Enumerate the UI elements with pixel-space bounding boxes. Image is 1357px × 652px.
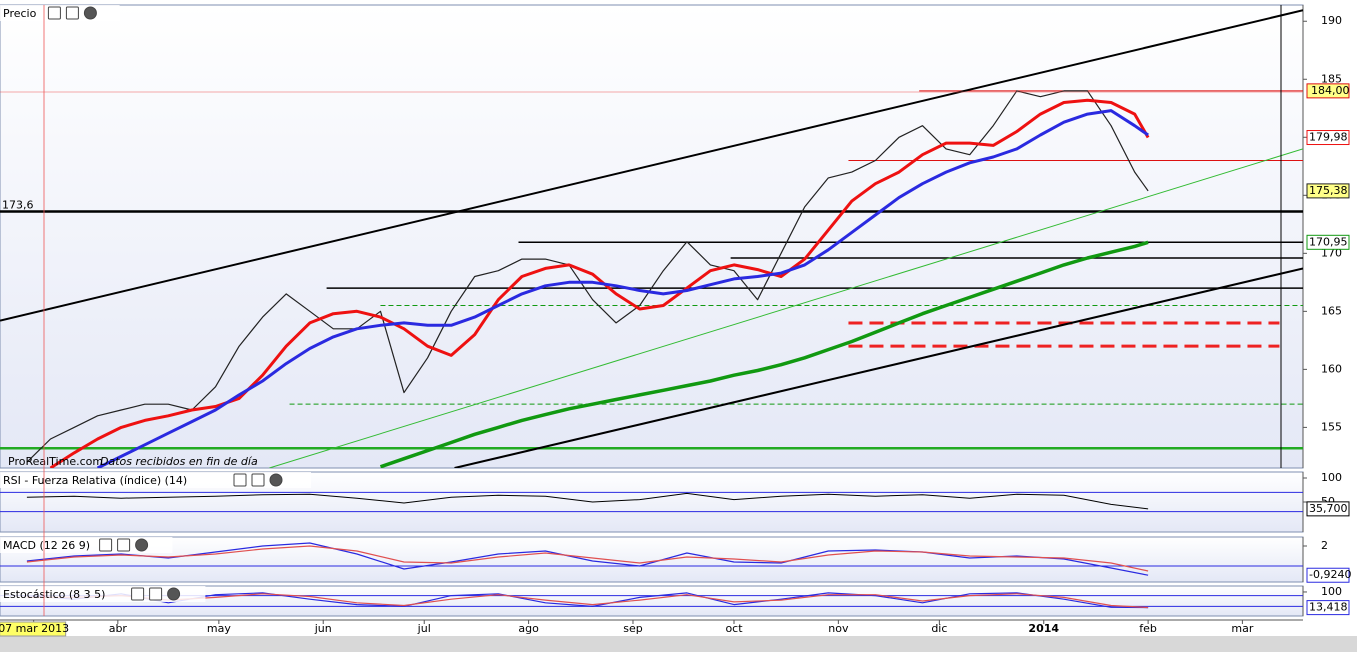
panel-close-button[interactable] — [83, 6, 97, 20]
y-tick-label: 165 — [1321, 304, 1342, 317]
cursor-date-box — [0, 621, 67, 637]
status-bar — [0, 636, 1357, 652]
y-tick-label: 160 — [1321, 362, 1342, 375]
panel-plot — [0, 592, 1303, 609]
value-label-box — [1306, 130, 1350, 146]
trend-line — [454, 267, 1303, 468]
series-line — [26, 593, 1149, 609]
x-tick-label: jul — [417, 622, 431, 635]
value-label: 179,98 — [1309, 131, 1348, 144]
y-tick-label: 190 — [1321, 14, 1342, 27]
value-label-box — [1306, 501, 1350, 517]
x-tick-label: sep — [623, 622, 642, 635]
x-tick-label: dic — [931, 622, 947, 635]
x-tick-label: ago — [518, 622, 539, 635]
value-label: 175,38 — [1309, 184, 1348, 197]
x-tick-label: feb — [1139, 622, 1157, 635]
series-line — [26, 492, 1149, 510]
y-tick-label: 185 — [1321, 72, 1342, 85]
value-label-box — [1306, 567, 1350, 583]
x-tick-label: mar — [1231, 622, 1253, 635]
panel-background — [0, 536, 1304, 583]
x-tick-label: jun — [314, 622, 332, 635]
panel-settings-button[interactable] — [99, 538, 113, 552]
panel-window-button[interactable] — [149, 587, 163, 601]
value-label: 13,418 — [1309, 601, 1348, 614]
panel-title: Estocástico (8 3 5) — [3, 588, 105, 601]
panel-close-button[interactable] — [135, 538, 149, 552]
panel-window-button[interactable] — [117, 538, 131, 552]
watermark-note: Datos recibidos en fin de día — [100, 455, 258, 468]
value-label: 35,700 — [1309, 502, 1348, 515]
panel-close-button[interactable] — [269, 473, 283, 487]
value-label-box — [1306, 600, 1350, 616]
panel-header — [0, 472, 311, 488]
value-label: 184,00 — [1311, 84, 1350, 97]
panel-window-button[interactable] — [65, 6, 79, 20]
series-line — [96, 109, 1149, 468]
series-line — [26, 545, 1149, 572]
watermark: ProRealTime.com — [8, 455, 103, 468]
x-tick-label: 2014 — [1028, 622, 1059, 635]
panel-title: MACD (12 26 9) — [3, 539, 90, 552]
panel-plot — [0, 491, 1303, 513]
value-label-box — [1306, 83, 1350, 99]
panel-plot — [0, 9, 1303, 468]
y-tick-label: 100 — [1321, 585, 1342, 598]
y-tick-label: 100 — [1321, 471, 1342, 484]
x-tick-label: nov — [828, 622, 849, 635]
x-tick-label: abr — [109, 622, 128, 635]
panel-settings-button[interactable] — [131, 587, 145, 601]
panel-title: RSI - Fuerza Relativa (índice) (14) — [3, 474, 187, 487]
panel-settings-button[interactable] — [47, 6, 61, 20]
x-tick-label: 07 mar 2013 — [0, 622, 69, 635]
series-line — [379, 240, 1149, 468]
x-tick-label: oct — [725, 622, 743, 635]
value-label: -0,9240 — [1309, 568, 1351, 581]
level-label: 173,6 — [2, 199, 34, 212]
panel-plot — [0, 542, 1303, 576]
panel-title: Precio — [3, 7, 37, 20]
x-tick-label: may — [207, 622, 231, 635]
value-label-box — [1306, 234, 1350, 250]
panel-background — [0, 4, 1304, 469]
value-label: 170,95 — [1309, 235, 1348, 248]
y-tick-label: 155 — [1321, 420, 1342, 433]
trend-line — [0, 9, 1303, 322]
value-label-box — [1306, 183, 1350, 199]
panel-settings-button[interactable] — [233, 473, 247, 487]
panel-close-button[interactable] — [167, 587, 181, 601]
series-line — [26, 592, 1149, 609]
series-line — [26, 542, 1149, 576]
series-line — [26, 90, 1149, 463]
panel-window-button[interactable] — [251, 473, 265, 487]
y-tick-label: 2 — [1321, 539, 1328, 552]
trend-line — [269, 148, 1303, 468]
